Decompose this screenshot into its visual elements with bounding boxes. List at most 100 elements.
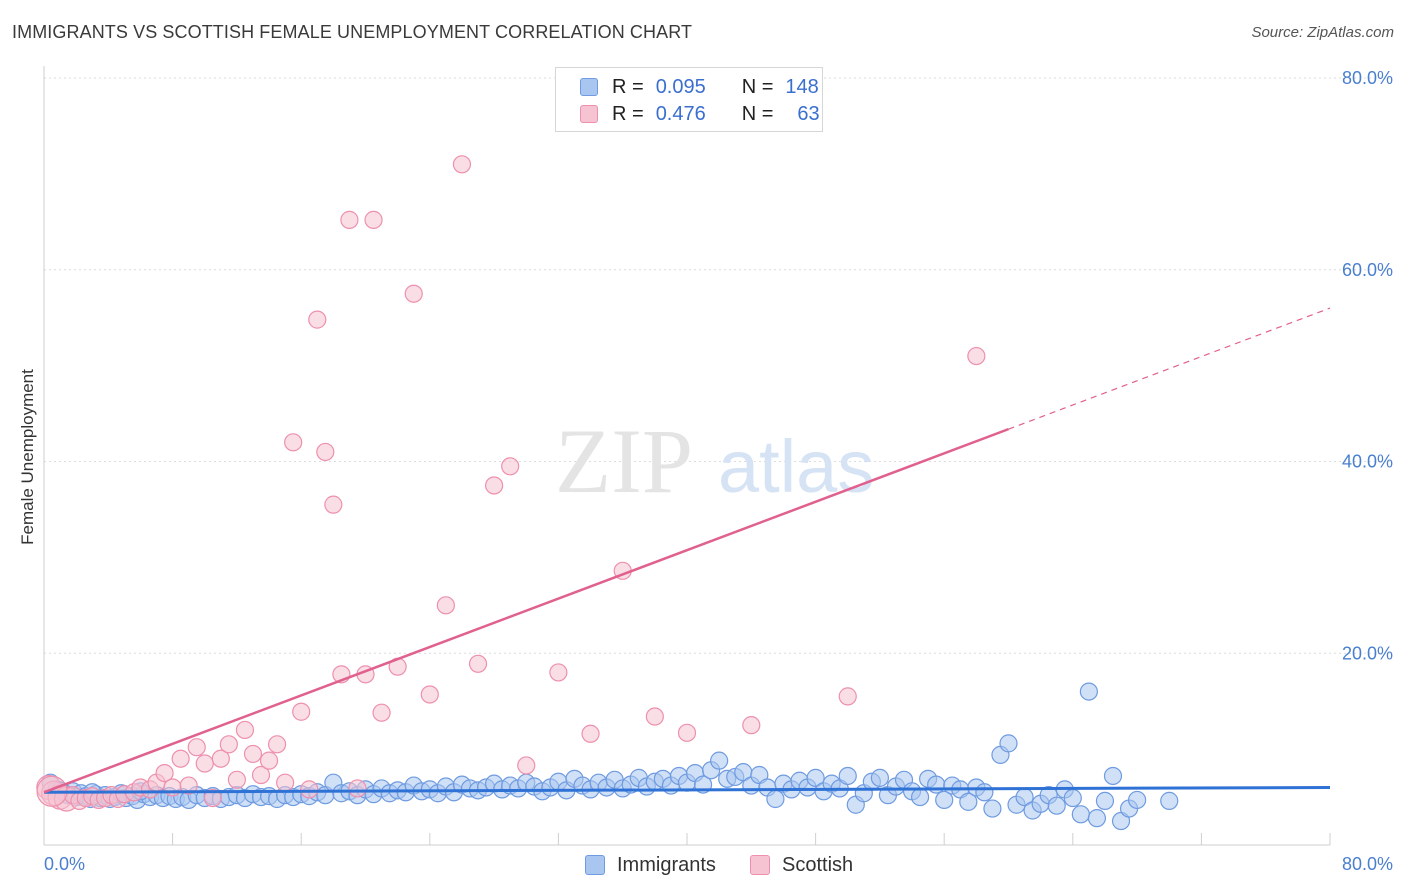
r-label: R =	[612, 102, 644, 125]
immigrants-point	[935, 790, 954, 810]
scottish-point	[485, 476, 504, 495]
scottish-point	[517, 756, 536, 775]
immigrants-point	[1160, 791, 1179, 810]
scottish-point	[179, 776, 198, 795]
scottish-point	[501, 457, 520, 476]
scottish-point	[300, 780, 319, 799]
scottish-swatch	[580, 105, 598, 123]
scottish-point	[267, 735, 287, 754]
tick-labels: 20.0% 40.0% 60.0% 80.0% 0.0% 80.0%	[44, 68, 1393, 874]
immigrants-swatch	[580, 78, 598, 96]
scottish-point	[187, 738, 206, 757]
scottish-point	[155, 763, 174, 783]
source-label: Source: ZipAtlas.com	[1251, 24, 1394, 41]
scottish-point	[235, 720, 255, 740]
scottish-point	[581, 724, 600, 743]
immigrants-point	[959, 792, 978, 811]
immigrants-point	[1071, 805, 1090, 824]
immigrants-point	[838, 766, 857, 786]
grid-lines	[44, 77, 1390, 654]
scottish-point	[211, 749, 230, 768]
immigrants-point	[910, 787, 930, 807]
n-value: 148	[785, 75, 819, 98]
scottish-point	[227, 770, 246, 789]
n-label: N =	[741, 75, 774, 98]
immigrants-point	[1127, 790, 1147, 810]
scottish-point	[372, 703, 391, 722]
scottish-trend-line	[43, 427, 1009, 794]
scottish-point	[243, 744, 263, 764]
immigrants-point	[766, 789, 785, 809]
n-label: N =	[741, 102, 774, 125]
scottish-point	[284, 433, 303, 452]
immigrants-point	[1103, 766, 1123, 786]
immigrants-legend-label: Immigrants	[617, 853, 716, 876]
scottish-point	[276, 773, 295, 792]
r-value: 0.476	[655, 102, 706, 125]
scottish-point	[364, 210, 383, 229]
immigrants-point	[1079, 682, 1098, 701]
immigrants-point	[710, 751, 729, 770]
scottish-point	[838, 687, 857, 706]
scottish-trend-extension	[1008, 307, 1331, 430]
bottom-legend-scottish: Scottish	[750, 852, 853, 878]
immigrants-point	[975, 783, 994, 802]
scottish-point	[203, 788, 222, 808]
scottish-point	[292, 702, 311, 721]
scottish-point	[742, 716, 761, 735]
scottish-point	[348, 779, 367, 798]
scottish-legend-swatch	[750, 855, 770, 875]
scottish-point	[163, 778, 182, 797]
trend-lines	[43, 307, 1331, 794]
scottish-point	[259, 751, 279, 770]
watermark: ZIP atlas	[555, 410, 874, 512]
immigrants-point	[806, 768, 825, 787]
scottish-point	[967, 346, 986, 366]
scottish-point	[195, 754, 214, 773]
scottish-point	[404, 284, 423, 303]
x-tick-label: 80.0%	[1342, 854, 1393, 874]
y-tick-label: 40.0%	[1342, 452, 1393, 472]
scottish-point	[645, 707, 664, 726]
bottom-legend-immigrants: Immigrants	[585, 852, 716, 878]
axes	[43, 66, 1331, 846]
scottish-point	[219, 735, 238, 754]
scottish-legend-label: Scottish	[782, 853, 854, 876]
chart-title: IMMIGRANTS VS SCOTTISH FEMALE UNEMPLOYME…	[12, 22, 693, 42]
immigrants-point	[999, 734, 1018, 753]
watermark-atlas: atlas	[718, 425, 874, 508]
scottish-point	[324, 495, 343, 514]
r-value: 0.095	[655, 75, 706, 98]
immigrants-point	[1047, 796, 1066, 815]
immigrants-point	[1095, 791, 1115, 810]
scottish-point	[452, 155, 472, 174]
x-tick-label: 0.0%	[44, 854, 85, 874]
immigrants-point	[1063, 788, 1082, 808]
scottish-point	[549, 663, 568, 682]
scottish-point	[171, 749, 190, 768]
y-tick-label: 20.0%	[1342, 643, 1393, 663]
n-value: 63	[797, 102, 820, 125]
scottish-point	[468, 654, 488, 673]
scottish-point	[308, 310, 327, 329]
scottish-point	[436, 596, 455, 615]
immigrants-point	[927, 775, 946, 794]
legend-row-scottish: R = 0.476 N = 63	[580, 101, 820, 127]
immigrants-point	[1087, 809, 1107, 828]
y-tick-label: 60.0%	[1342, 260, 1393, 280]
y-tick-label: 80.0%	[1342, 68, 1393, 88]
legend-row-immigrants: R = 0.095 N = 148	[580, 74, 819, 100]
scottish-point	[340, 210, 359, 229]
immigrants-legend-swatch	[585, 855, 605, 875]
watermark-zip: ZIP	[555, 410, 693, 512]
scottish-point	[677, 723, 697, 742]
immigrants-point	[870, 768, 890, 787]
correlation-legend: R = 0.095 N = 148 R = 0.476 N = 63	[555, 67, 823, 132]
immigrants-trend-line	[43, 785, 1331, 794]
scottish-point	[420, 685, 439, 704]
r-label: R =	[612, 75, 644, 98]
scottish-point	[316, 442, 335, 462]
scottish-point	[251, 765, 271, 785]
immigrants-point	[983, 799, 1002, 818]
